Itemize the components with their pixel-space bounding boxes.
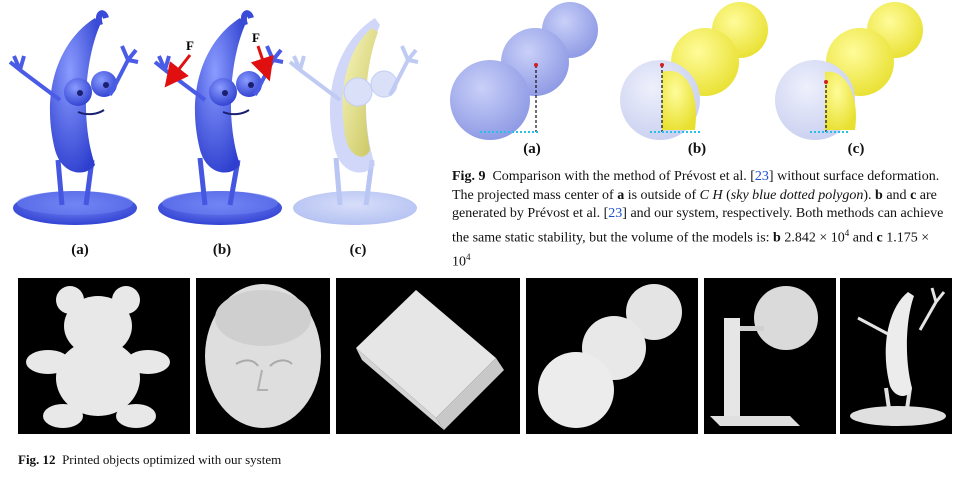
figure-12-label: Fig. 12 bbox=[18, 452, 56, 467]
banana-model-b bbox=[153, 10, 284, 225]
caption-exponent: 4 bbox=[844, 227, 850, 238]
ref-link[interactable]: 23 bbox=[754, 169, 769, 184]
sphere-label-b: (b) bbox=[687, 141, 707, 157]
caption-text: ( bbox=[722, 187, 731, 203]
ref-link[interactable]: 23 bbox=[608, 206, 623, 221]
sphere-model-c bbox=[775, 2, 923, 140]
sphere-figure bbox=[450, 2, 923, 140]
caption-bold: a bbox=[617, 187, 625, 203]
photo-buddha-head bbox=[196, 278, 330, 434]
caption-text: Comparison with the method of Prévost et… bbox=[492, 169, 755, 184]
force-label-right: F bbox=[252, 30, 260, 45]
caption-text: and bbox=[849, 230, 877, 246]
photo-snowman-spheres bbox=[526, 278, 698, 434]
caption-italic: sky blue dotted polygon bbox=[730, 187, 864, 203]
photo-banana-figure bbox=[840, 278, 952, 434]
photo-teddy-bear bbox=[18, 278, 190, 434]
banana-figure: F F bbox=[8, 10, 419, 225]
caption-text: 1.175 × 10 bbox=[452, 230, 930, 270]
photo-tilted-box bbox=[336, 278, 520, 434]
caption-text: 2.842 × 10 bbox=[780, 230, 845, 246]
caption-bold: b bbox=[875, 187, 883, 203]
photo-sphere-on-stand bbox=[704, 278, 836, 434]
banana-label-c: (c) bbox=[349, 242, 367, 258]
sphere-model-a bbox=[450, 2, 598, 140]
figure-9-caption: Fig. 9 Comparison with the method of Pré… bbox=[452, 168, 947, 272]
caption-exponent: 4 bbox=[466, 251, 471, 262]
caption-bold: b bbox=[773, 230, 781, 246]
force-arrow-right bbox=[250, 45, 274, 82]
banana-label-a: (a) bbox=[71, 242, 89, 258]
sphere-label-c: (c) bbox=[847, 141, 865, 157]
caption-bold: c bbox=[876, 230, 883, 246]
banana-model-c bbox=[288, 18, 419, 225]
figure-9-label: Fig. 9 bbox=[452, 169, 486, 184]
figure-12-caption-text: Printed objects optimized with our syste… bbox=[62, 452, 282, 467]
sphere-model-b bbox=[620, 2, 768, 140]
caption-text: and bbox=[882, 187, 911, 203]
caption-text: ). bbox=[863, 187, 876, 203]
banana-label-b: (b) bbox=[212, 242, 232, 258]
caption-bold: c bbox=[910, 187, 917, 203]
caption-math: C H bbox=[699, 187, 723, 203]
force-arrow-left bbox=[164, 54, 192, 88]
caption-text: ] without surface deformation. The proje… bbox=[452, 169, 940, 203]
sphere-label-a: (a) bbox=[523, 141, 541, 157]
banana-model-a bbox=[8, 10, 139, 225]
caption-text: are generated by Prévost et al. [ bbox=[452, 187, 937, 222]
force-label-left: F bbox=[186, 38, 194, 53]
figure-12-caption: Fig. 12 Printed objects optimized with o… bbox=[18, 452, 281, 468]
caption-text: is outside of bbox=[624, 187, 700, 203]
caption-text: ] and our system, respectively. Both met… bbox=[452, 206, 944, 246]
